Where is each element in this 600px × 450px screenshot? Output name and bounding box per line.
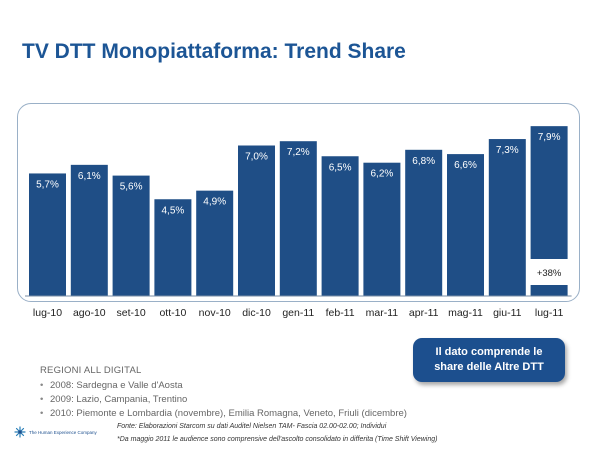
starburst-logo-icon xyxy=(14,426,26,438)
bar-nov-10 xyxy=(196,190,234,296)
bar-ott-10 xyxy=(154,199,192,296)
bar-value-label: 6,8% xyxy=(412,156,435,167)
source-footnote: Fonte: Elaborazioni Starcom su dati Audi… xyxy=(117,423,387,430)
x-tick-label: lug-11 xyxy=(535,307,564,319)
altre-dtt-callout: Il dato comprende le share delle Altre D… xyxy=(413,338,565,382)
bar-value-label: 6,2% xyxy=(371,169,394,180)
company-logo: The Human Experience Company xyxy=(14,426,97,438)
bar-lug-10 xyxy=(29,173,66,296)
growth-annotation: +38% xyxy=(537,268,562,279)
regions-heading: REGIONI ALL DIGITAL xyxy=(40,365,142,376)
regions-item-2008: 2008: Sardegna e Valle d'Aosta xyxy=(40,380,407,391)
bar-value-label: 7,2% xyxy=(287,147,310,158)
bar-chart: 5,7% lug-10 6,1% ago-10 5,6% set-10 4,5% ott-10… xyxy=(25,126,572,319)
logo-text: The Human Experience Company xyxy=(29,429,97,435)
bar-feb-11 xyxy=(321,156,359,296)
x-tick-label: giu-11 xyxy=(493,307,522,319)
regions-all-digital: REGIONI ALL DIGITAL 2008: Sardegna e Val… xyxy=(40,365,407,422)
bar-value-label: 5,6% xyxy=(120,182,143,193)
bar-value-label: 5,7% xyxy=(36,179,59,190)
callout-line-1: Il dato comprende le xyxy=(435,346,543,358)
page-title: TV DTT Monopiattaforma: Trend Share xyxy=(22,40,406,63)
bar-mar-11 xyxy=(363,162,401,296)
bar-value-label: 6,1% xyxy=(78,171,101,182)
bar-value-label: 6,6% xyxy=(454,160,477,171)
bar-giu-11 xyxy=(488,139,526,296)
bar-gen-11 xyxy=(279,141,317,296)
bar-lug-11-base xyxy=(530,285,568,296)
regions-list: 2008: Sardegna e Valle d'Aosta 2009: Laz… xyxy=(40,380,407,419)
x-tick-label: ott-10 xyxy=(159,307,186,319)
bar-dic-10 xyxy=(238,145,275,296)
bar-ago-10 xyxy=(70,164,108,296)
x-tick-label: set-10 xyxy=(117,307,146,319)
x-tick-label: ago-10 xyxy=(73,307,106,319)
x-tick-label: lug-10 xyxy=(33,307,62,319)
bar-mag-11 xyxy=(447,154,484,296)
regions-item-2010: 2010: Piemonte e Lombardia (novembre), E… xyxy=(40,408,407,419)
bar-set-10 xyxy=(112,175,150,296)
x-tick-label: mar-11 xyxy=(366,307,399,319)
x-tick-label: feb-11 xyxy=(326,307,355,319)
bar-value-label: 7,9% xyxy=(538,132,561,143)
bar-value-label: 7,3% xyxy=(496,145,519,156)
bar-value-label: 4,9% xyxy=(203,197,226,208)
callout-line-2: share delle Altre DTT xyxy=(434,361,544,373)
x-tick-label: mag-11 xyxy=(448,307,483,319)
time-shift-footnote: *Da maggio 2011 le audience sono compren… xyxy=(117,436,438,443)
bar-lug-11 xyxy=(530,126,568,260)
regions-item-2009: 2009: Lazio, Campania, Trentino xyxy=(40,394,407,405)
x-tick-label: gen-11 xyxy=(282,307,314,319)
bar-value-label: 7,0% xyxy=(245,152,268,163)
x-tick-label: dic-10 xyxy=(242,307,271,319)
bar-apr-11 xyxy=(405,149,443,296)
bar-value-label: 4,5% xyxy=(162,205,185,216)
x-tick-label: apr-11 xyxy=(409,307,439,319)
x-tick-label: nov-10 xyxy=(199,307,231,319)
bar-value-label: 6,5% xyxy=(329,162,352,173)
